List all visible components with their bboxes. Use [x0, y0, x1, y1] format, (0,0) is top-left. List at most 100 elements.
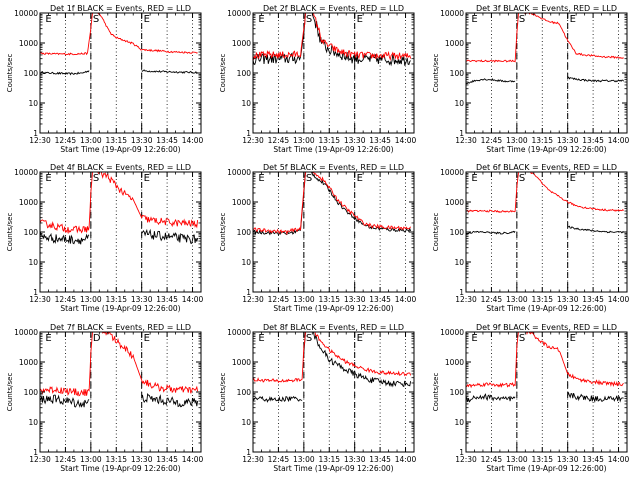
- event-marker-label: E: [258, 333, 264, 344]
- y-tick-label: 1000: [232, 358, 251, 367]
- event-marker-label: E: [258, 14, 264, 25]
- y-tick-label: 1000: [232, 39, 251, 48]
- x-tick-label: 12:30: [455, 295, 477, 304]
- y-tick-label: 100: [24, 69, 39, 78]
- x-tick-label: 12:45: [268, 295, 290, 304]
- events-series-line: [466, 77, 516, 85]
- event-marker-label: E: [45, 173, 51, 184]
- y-tick-label: 10: [241, 418, 251, 427]
- lld-series-line: [253, 332, 306, 384]
- lld-series-line: [253, 13, 306, 61]
- event-marker-label: S: [306, 14, 312, 25]
- x-tick-label: 14:00: [182, 455, 204, 464]
- event-marker-label: S: [519, 14, 525, 25]
- y-tick-label: 1000: [445, 39, 464, 48]
- event-marker-label: S: [306, 173, 312, 184]
- y-tick-label: 100: [237, 388, 252, 397]
- event-marker-label: E: [570, 14, 576, 25]
- event-marker-label: E: [258, 173, 264, 184]
- detector-panel: Det 1f BLACK = Events, RED = LLD 1 10 100 10…: [6, 4, 204, 154]
- x-tick-label: 13:00: [506, 455, 528, 464]
- x-tick-label: 12:30: [29, 136, 51, 145]
- y-tick-label: 100: [24, 388, 39, 397]
- panel-title: Det 9f BLACK = Events, RED = LLD: [476, 323, 617, 332]
- y-tick-label: 10000: [440, 168, 464, 177]
- x-tick-label: 12:30: [455, 455, 477, 464]
- y-tick-label: 10: [454, 258, 464, 267]
- panel-title: Det 3f BLACK = Events, RED = LLD: [476, 4, 617, 13]
- y-tick-label: 10: [454, 99, 464, 108]
- y-axis-label: Counts/sec: [432, 373, 440, 412]
- events-series-line: [466, 393, 516, 403]
- y-tick-label: 100: [237, 69, 252, 78]
- x-tick-label: 12:45: [481, 295, 503, 304]
- x-tick-label: 13:15: [318, 455, 340, 464]
- events-series-line: [141, 228, 199, 244]
- y-tick-label: 1: [246, 129, 251, 138]
- event-marker-label: S: [519, 173, 525, 184]
- x-tick-label: 13:00: [80, 295, 102, 304]
- y-axis-label: Counts/sec: [6, 54, 14, 93]
- event-marker-label: E: [570, 173, 576, 184]
- events-series-line: [40, 394, 90, 408]
- x-tick-label: 13:45: [369, 295, 391, 304]
- x-tick-label: 13:30: [131, 136, 153, 145]
- y-tick-label: 10: [454, 418, 464, 427]
- lld-series-line: [466, 13, 519, 63]
- lld-series-line: [523, 13, 624, 60]
- event-marker-label: E: [471, 333, 477, 344]
- events-series-line: [567, 225, 624, 234]
- x-tick-label: 13:00: [293, 455, 315, 464]
- x-axis-label: Start Time (19-Apr-09 12:26:00): [273, 145, 393, 154]
- x-tick-label: 13:45: [369, 136, 391, 145]
- plot-frame: [252, 12, 415, 134]
- x-tick-label: 12:45: [55, 136, 77, 145]
- x-tick-label: 13:15: [531, 455, 553, 464]
- x-tick-label: 14:00: [182, 295, 204, 304]
- event-marker-label: E: [144, 14, 150, 25]
- y-tick-label: 1: [246, 448, 251, 457]
- events-series-line: [141, 69, 198, 74]
- panel-title: Det 5f BLACK = Events, RED = LLD: [263, 163, 404, 172]
- panel-title: Det 1f BLACK = Events, RED = LLD: [50, 4, 191, 13]
- y-tick-label: 10: [28, 99, 38, 108]
- x-tick-label: 13:00: [506, 295, 528, 304]
- y-tick-label: 10000: [227, 328, 251, 337]
- x-tick-label: 13:15: [531, 136, 553, 145]
- x-tick-label: 13:45: [156, 295, 178, 304]
- y-tick-label: 10000: [14, 168, 38, 177]
- events-series-line: [253, 13, 306, 66]
- event-marker-label: E: [45, 333, 51, 344]
- x-tick-label: 13:15: [318, 295, 340, 304]
- y-tick-label: 1000: [232, 198, 251, 207]
- events-series-line: [40, 70, 90, 76]
- x-tick-label: 14:00: [608, 455, 630, 464]
- y-tick-label: 10000: [227, 168, 251, 177]
- detector-panel: Det 5f BLACK = Events, RED = LLD 1 10 100 10…: [219, 163, 417, 313]
- panel-title: Det 2f BLACK = Events, RED = LLD: [263, 4, 404, 13]
- y-tick-label: 100: [24, 228, 39, 237]
- x-axis-label: Start Time (19-Apr-09 12:26:00): [273, 304, 393, 313]
- y-tick-label: 10000: [14, 328, 38, 337]
- x-tick-label: 14:00: [395, 295, 417, 304]
- plot-frame: [39, 331, 202, 453]
- x-axis-label: Start Time (19-Apr-09 12:26:00): [486, 464, 606, 473]
- plot-frame: [465, 171, 628, 293]
- y-axis-label: Counts/sec: [219, 54, 227, 93]
- x-tick-label: 12:30: [455, 136, 477, 145]
- x-tick-label: 12:30: [242, 455, 264, 464]
- y-tick-label: 1000: [445, 198, 464, 207]
- y-tick-label: 10000: [440, 9, 464, 18]
- events-series-line: [312, 332, 412, 388]
- panel-title: Det 4f BLACK = Events, RED = LLD: [50, 163, 191, 172]
- x-tick-label: 14:00: [395, 136, 417, 145]
- lld-series-line: [40, 332, 93, 397]
- detector-panel: Det 9f BLACK = Events, RED = LLD 1 10 100 10…: [432, 323, 630, 473]
- event-marker-label: E: [357, 173, 363, 184]
- events-series-line: [253, 395, 303, 403]
- y-tick-label: 1000: [19, 39, 38, 48]
- lld-series-line: [310, 172, 411, 232]
- x-tick-label: 13:45: [582, 455, 604, 464]
- x-tick-label: 12:45: [481, 136, 503, 145]
- lld-series-line: [523, 332, 624, 387]
